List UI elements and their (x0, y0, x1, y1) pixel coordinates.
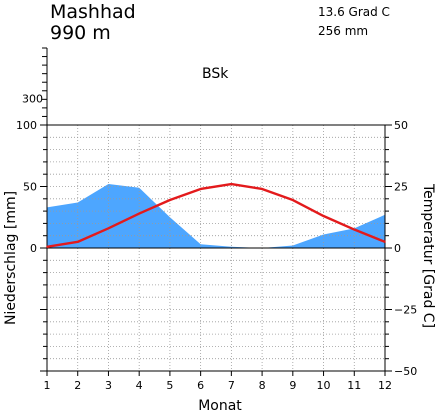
x-axis-tick-label: 3 (105, 379, 112, 392)
left-axis-tick-label: 0 (30, 242, 37, 255)
station-name: Mashhad (50, 1, 136, 23)
x-axis-tick-label: 10 (317, 379, 331, 392)
left-axis-title: Niederschlag [mm] (3, 191, 19, 325)
right-axis-title: Temperatur [Grad C] (420, 183, 436, 328)
right-axis-tick-label: 0 (394, 242, 401, 255)
left-axis-tick-label: 100 (16, 119, 37, 132)
x-axis-tick-label: 8 (259, 379, 266, 392)
temperature-point (46, 245, 48, 248)
right-axis-tick-label: −25 (394, 304, 417, 317)
temperature-point (384, 241, 386, 243)
annual-temperature: 13.6 Grad C (318, 5, 390, 19)
climate-class: BSk (202, 66, 229, 82)
annual-precipitation: 256 mm (318, 24, 368, 38)
x-axis-tick-label: 12 (378, 379, 392, 392)
temperature-point (261, 188, 263, 190)
left-axis-tick-label: 50 (23, 181, 37, 194)
precipitation-area (47, 184, 385, 248)
temperature-point (230, 183, 233, 185)
temperature-point (76, 241, 79, 243)
temperature-point (353, 228, 356, 231)
station-elevation: 990 m (50, 22, 111, 44)
x-axis-tick-label: 5 (166, 379, 173, 392)
extended-axis-tick-label: 300 (22, 92, 43, 105)
temperature-point (292, 199, 294, 201)
temperature-point (322, 215, 325, 217)
right-axis-tick-label: 25 (394, 181, 408, 194)
temperature-point (138, 212, 140, 215)
temperature-line (46, 182, 386, 248)
x-axis-title: Monat (198, 398, 242, 414)
x-axis-tick-label: 2 (74, 379, 81, 392)
temperature-point (199, 188, 202, 190)
temperature-point (107, 227, 110, 230)
x-axis-tick-label: 1 (44, 379, 51, 392)
x-axis-tick-label: 11 (347, 379, 361, 392)
x-axis-tick-label: 7 (228, 379, 235, 392)
x-axis-tick-label: 6 (197, 379, 204, 392)
x-axis-tick-label: 4 (136, 379, 143, 392)
temperature-point (169, 199, 171, 201)
x-axis-tick-label: 9 (289, 379, 296, 392)
right-axis-tick-label: 50 (394, 119, 408, 132)
right-axis-tick-label: −50 (394, 365, 417, 378)
